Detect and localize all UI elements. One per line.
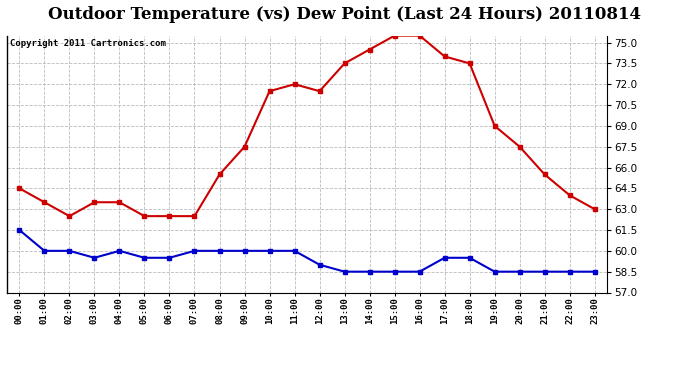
Text: Copyright 2011 Cartronics.com: Copyright 2011 Cartronics.com: [10, 39, 166, 48]
Text: Outdoor Temperature (vs) Dew Point (Last 24 Hours) 20110814: Outdoor Temperature (vs) Dew Point (Last…: [48, 6, 642, 22]
